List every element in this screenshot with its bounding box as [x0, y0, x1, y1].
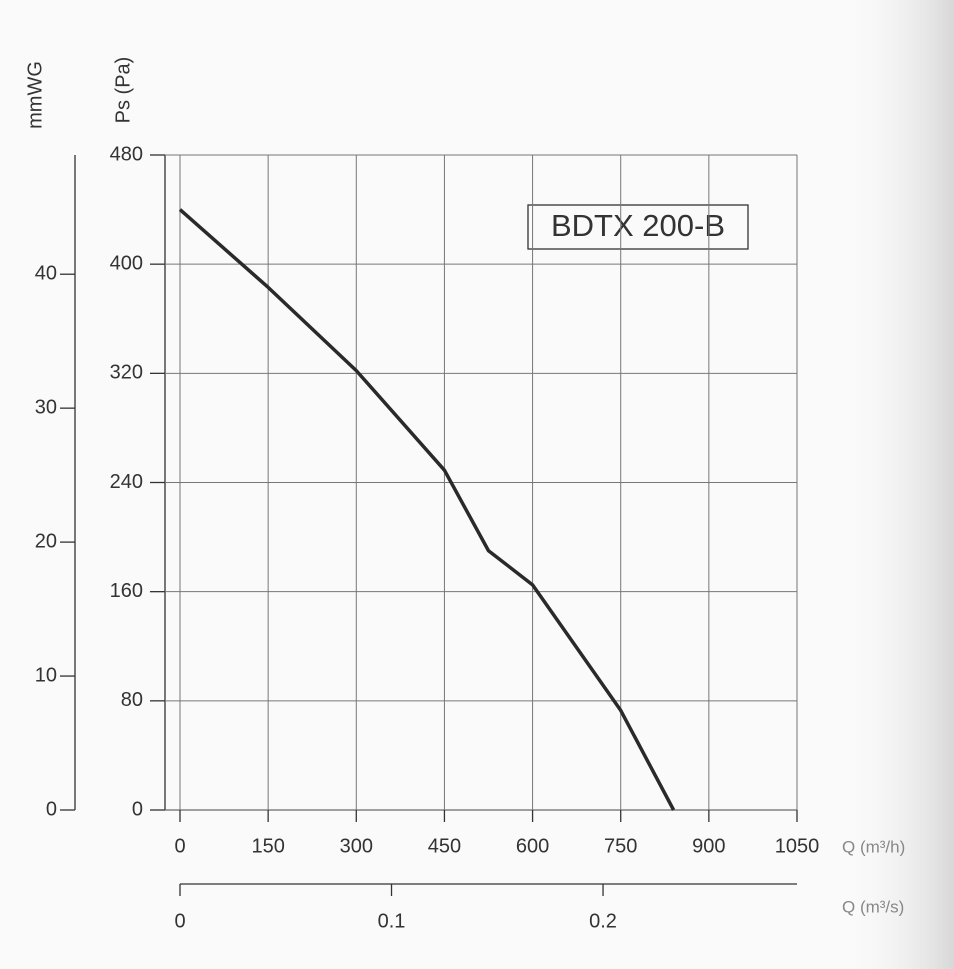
x2-tick-label: 0 [174, 910, 185, 932]
x2-tick-label: 0.1 [378, 910, 406, 932]
y-tick-label: 480 [110, 143, 143, 165]
y-tick-label: 80 [121, 689, 143, 711]
y-tick-label: 160 [110, 580, 143, 602]
y2-tick-label: 30 [35, 396, 57, 418]
scan-shade [840, 0, 954, 969]
x-tick-label: 1050 [775, 835, 820, 857]
y-tick-label: 320 [110, 362, 143, 384]
y-axis-title: Ps (Pa) [112, 57, 134, 124]
y-tick-label: 400 [110, 252, 143, 274]
x2-axis-title: Q (m³/s) [842, 897, 904, 916]
x-tick-label: 900 [692, 835, 725, 857]
y2-tick-label: 40 [35, 262, 57, 284]
x-axis-title: Q (m³/h) [842, 837, 905, 856]
y-tick-label: 240 [110, 471, 143, 493]
curve [178, 208, 676, 811]
y2-tick-label: 0 [46, 798, 57, 820]
x-tick-label: 750 [604, 835, 637, 857]
x2-tick-label: 0.2 [589, 910, 617, 932]
annotation-box [527, 204, 749, 250]
y2-tick-label: 10 [35, 664, 57, 686]
x-tick-label: 300 [340, 835, 373, 857]
y2-tick-label: 20 [35, 530, 57, 552]
x-tick-label: 600 [516, 835, 549, 857]
x-tick-label: 450 [428, 835, 461, 857]
x-tick-label: 150 [251, 835, 284, 857]
y2-axis-title: mmWG [24, 61, 46, 129]
y-tick-label: 0 [132, 798, 143, 820]
x-tick-label: 0 [174, 835, 185, 857]
annotation: BDTX 200-B [551, 208, 725, 243]
